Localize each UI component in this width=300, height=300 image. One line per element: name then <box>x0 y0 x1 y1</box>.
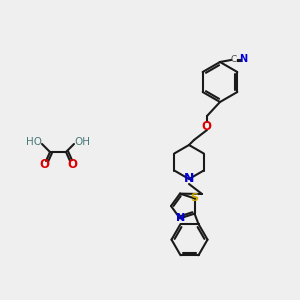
Text: N: N <box>184 172 194 185</box>
Text: OH: OH <box>74 137 90 147</box>
Text: O: O <box>39 158 49 172</box>
Text: O: O <box>201 119 211 133</box>
Text: C: C <box>231 55 237 64</box>
Text: N: N <box>176 213 186 224</box>
Text: N: N <box>239 55 247 64</box>
Text: O: O <box>67 158 77 172</box>
Text: S: S <box>190 194 199 203</box>
Text: HO: HO <box>26 137 42 147</box>
